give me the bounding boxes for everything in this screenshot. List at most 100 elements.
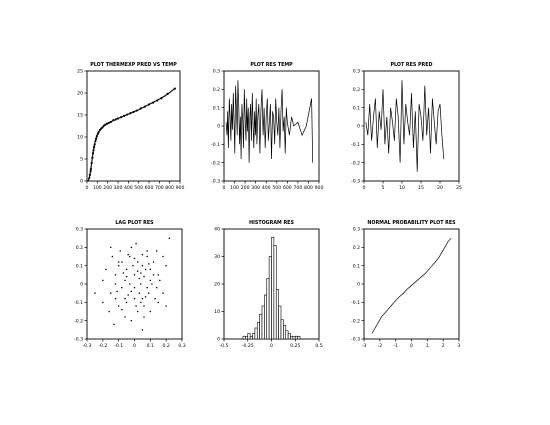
- data-point: [149, 268, 152, 271]
- data-point: [138, 292, 140, 294]
- data-point: [132, 264, 134, 267]
- data-point: [144, 296, 147, 298]
- data-point: [123, 114, 126, 117]
- histogram-bar: [275, 289, 279, 340]
- y-tick-label: 20: [214, 282, 220, 288]
- data-point: [141, 253, 144, 256]
- data-point: [119, 250, 121, 252]
- data-point: [116, 290, 118, 293]
- histogram-bar: [252, 333, 256, 340]
- data-point: [162, 292, 164, 294]
- data-point: [159, 279, 161, 282]
- data-point: [141, 297, 144, 300]
- data-point: [173, 87, 176, 90]
- data-point: [91, 152, 95, 155]
- y-tick-label: 0: [357, 282, 360, 288]
- x-tick-label: 0: [270, 343, 273, 349]
- plot-frame: [86, 70, 181, 182]
- histogram-bar: [273, 245, 277, 340]
- data-point: [151, 283, 153, 285]
- y-tick-label: 0.2: [76, 245, 83, 251]
- y-tick-label: 5: [80, 157, 83, 163]
- histogram-bar: [292, 335, 296, 340]
- chart-title: PLOT RES TEMP: [250, 62, 293, 68]
- histogram-bar: [285, 330, 289, 340]
- data-point: [133, 257, 136, 260]
- x-tick-label: 800: [165, 185, 174, 191]
- data-point: [139, 107, 142, 110]
- x-tick-label: 900: [315, 185, 324, 191]
- y-tick-label: 25: [77, 69, 83, 75]
- data-point: [157, 274, 159, 276]
- data-point: [110, 246, 112, 249]
- x-tick-label: 400: [124, 185, 133, 191]
- data-point: [125, 268, 128, 271]
- y-tick-label: 30: [214, 254, 220, 260]
- data-point: [110, 292, 112, 294]
- data-point: [162, 255, 164, 258]
- data-point: [160, 97, 163, 100]
- x-tick-label: 10: [399, 185, 405, 191]
- x-tick-label: -0.25: [242, 343, 254, 349]
- data-point: [156, 99, 159, 102]
- y-tick-label: -0.1: [74, 300, 83, 306]
- histogram-bar: [247, 333, 251, 340]
- y-tick-label: 0.2: [213, 87, 220, 93]
- x-tick-label: 2: [442, 343, 445, 349]
- chart-title: HISTOGRAM RES: [249, 220, 294, 226]
- data-point: [102, 279, 104, 282]
- data-point: [125, 301, 128, 304]
- histogram-bar: [294, 335, 298, 340]
- data-point: [97, 131, 100, 134]
- data-point: [92, 146, 96, 149]
- data-point: [121, 308, 123, 311]
- x-tick-label: 15: [418, 185, 424, 191]
- chart-panel-p5: HISTOGRAM RES -0.5 -0.25 0 0.25 0.5 0 10 20 30 40: [214, 220, 323, 349]
- data-point: [117, 305, 120, 307]
- data-point: [101, 126, 104, 129]
- y-tick-label: -0.1: [211, 142, 220, 148]
- x-tick-label: 500: [134, 185, 143, 191]
- fit-curve: [87, 88, 176, 182]
- histogram-bar: [287, 333, 291, 340]
- chart-panel-p2: PLOT RES TEMP 0 100 200 300 400 500 600 700 800 90…: [211, 62, 323, 191]
- chart-panel-p3: PLOT RES PRED 0 5 10 15 20 25 -0.3 -0.2 -0.1 0 0.1 0…: [351, 62, 462, 191]
- chart-panel-p4: LAG PLOT RES -0.3 -0.2 -0.1 0 0.1 0.2 0.3 -0.3 -0…: [74, 220, 186, 349]
- data-point: [94, 137, 98, 140]
- data-point: [154, 297, 156, 300]
- y-tick-label: 0.1: [353, 263, 360, 269]
- data-point: [124, 279, 126, 282]
- data-point: [88, 176, 91, 180]
- y-tick-label: -0.3: [351, 179, 360, 185]
- x-tick-label: 0.2: [163, 343, 170, 349]
- data-point: [88, 173, 91, 176]
- data-point: [152, 274, 155, 276]
- data-point: [127, 294, 129, 296]
- x-tick-label: 600: [283, 185, 292, 191]
- y-tick-label: -0.1: [351, 142, 360, 148]
- x-tick-label: 0.3: [178, 343, 185, 349]
- x-tick-label: 5: [382, 185, 385, 191]
- chart-title: LAG PLOT RES: [115, 220, 154, 226]
- x-tick-label: 1: [426, 343, 429, 349]
- data-point: [127, 253, 129, 256]
- x-tick-label: -0.2: [98, 343, 107, 349]
- y-tick-label: -0.2: [211, 160, 220, 166]
- data-point: [143, 275, 145, 278]
- x-tick-label: 0.25: [290, 343, 300, 349]
- x-tick-label: 700: [155, 185, 164, 191]
- x-tick-label: -0.5: [220, 343, 229, 349]
- data-point: [146, 286, 148, 289]
- x-tick-label: -2: [378, 343, 383, 349]
- data-point: [133, 286, 136, 289]
- data-point: [92, 149, 95, 152]
- series-line: [365, 80, 445, 172]
- y-tick-label: 20: [77, 91, 83, 97]
- data-point: [105, 122, 108, 125]
- data-point: [152, 101, 155, 104]
- data-point: [149, 279, 152, 282]
- y-tick-label: 0: [217, 124, 220, 130]
- histogram-bar: [249, 335, 253, 340]
- x-tick-label: 300: [251, 185, 260, 191]
